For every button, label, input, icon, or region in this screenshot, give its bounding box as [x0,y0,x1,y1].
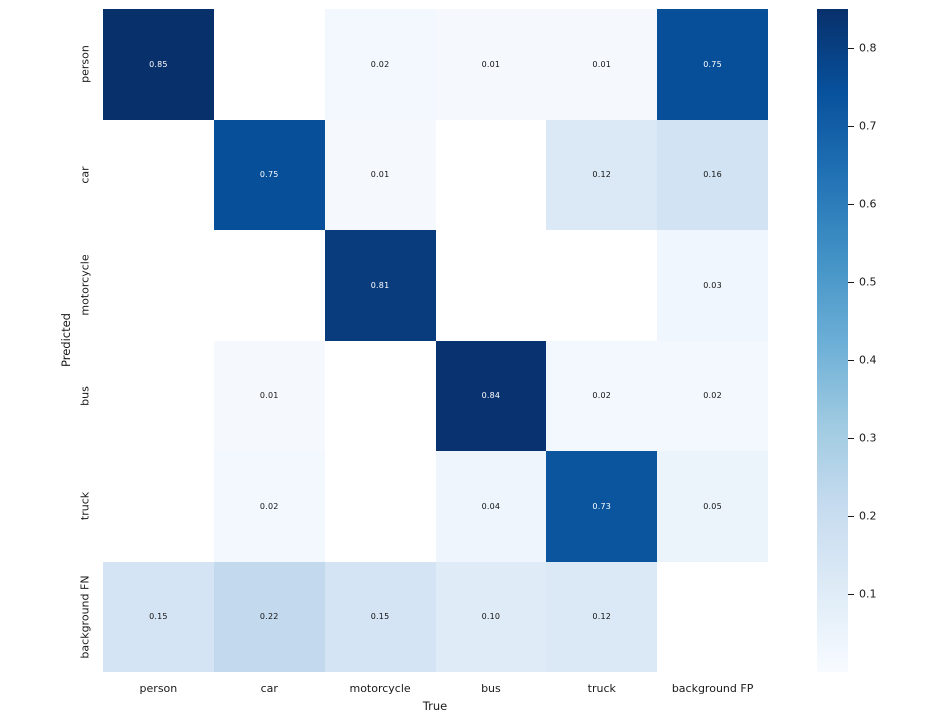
heatmap-cell: 0.22 [213,561,325,672]
cell-annotation: 0.01 [370,170,390,180]
cell-annotation: 0.15 [149,612,168,622]
colorbar-tick-label: 0.8 [859,41,877,55]
cell-annotation: 0.22 [259,612,279,622]
heatmap-cell [213,9,325,120]
heatmap-cell [103,230,214,341]
y-tick-label: background FN [78,575,92,659]
colorbar-tick-mark [848,281,854,283]
heatmap-cell: 0.01 [324,119,436,230]
cell-annotation: 0.75 [703,59,722,69]
heatmap-cell [657,561,768,672]
y-tick-label: person [78,45,92,84]
heatmap-cell: 0.03 [657,230,768,341]
cell-annotation: 0.73 [592,501,612,511]
cell-annotation: 0.02 [370,59,390,69]
heatmap-cell: 0.02 [657,340,768,451]
colorbar-tick-mark [848,593,854,595]
heatmap-cell: 0.04 [435,451,547,562]
x-tick-label: truck [587,682,616,695]
heatmap-cell: 0.01 [213,340,325,451]
colorbar-tick-label: 0.6 [859,197,877,211]
heatmap-cell [546,230,658,341]
colorbar-tick-label: 0.2 [859,509,877,523]
colorbar-tick-mark [848,359,854,361]
heatmap-cell: 0.75 [213,119,325,230]
y-tick-label: car [78,166,92,184]
x-tick-label: background FP [671,682,754,695]
cell-annotation: 0.04 [481,501,501,511]
heatmap-cell: 0.84 [435,340,547,451]
x-axis-title: True [422,699,448,713]
colorbar-tick-label: 0.4 [859,353,877,367]
heatmap-cell: 0.81 [324,230,436,341]
x-tick-label: car [260,682,278,695]
heatmap-cell [435,230,547,341]
cell-annotation: 0.01 [481,59,501,69]
cell-annotation: 0.02 [259,501,279,511]
cell-annotation: 0.75 [259,170,279,180]
colorbar-tick-mark [848,437,854,439]
colorbar-tick-label: 0.7 [859,119,877,133]
heatmap-cell: 0.02 [213,451,325,562]
heatmap-cell: 0.16 [657,119,768,230]
y-tick-label: motorcycle [78,254,92,316]
colorbar-tick-mark [848,125,854,127]
x-tick-label: person [139,682,178,695]
cell-annotation: 0.01 [592,59,612,69]
cell-annotation: 0.85 [149,59,168,69]
cell-annotation: 0.16 [703,170,722,180]
heatmap-cell [324,451,436,562]
cell-annotation: 0.12 [592,170,612,180]
heatmap-cell [103,119,214,230]
heatmap-cell [103,451,214,562]
heatmap-cell: 0.05 [657,451,768,562]
cell-annotation: 0.05 [703,501,722,511]
cell-annotation: 0.02 [703,391,722,401]
heatmap-cell: 0.02 [324,9,436,120]
heatmap-cell: 0.15 [103,561,214,672]
colorbar-tick-mark [848,47,854,49]
x-tick-label: motorcycle [349,682,411,695]
cell-annotation: 0.10 [481,612,501,622]
cell-annotation: 0.03 [703,280,722,290]
heatmap-cell: 0.01 [546,9,658,120]
y-axis-title: Predicted [59,313,73,367]
heatmap-cell: 0.73 [546,451,658,562]
heatmap-grid: 0.85 0.02 0.01 0.01 0.75 0.75 0.01 0.12 0.16 0.81… [103,9,768,672]
heatmap-cell: 0.02 [546,340,658,451]
colorbar [817,9,848,672]
heatmap-cell: 0.10 [435,561,547,672]
cell-annotation: 0.02 [592,391,612,401]
heatmap-cell [435,119,547,230]
heatmap-cell: 0.85 [103,9,214,120]
cell-annotation: 0.12 [592,612,612,622]
y-tick-label: bus [78,385,92,406]
colorbar-tick-mark [848,203,854,205]
heatmap-cell [324,340,436,451]
x-tick-label: bus [481,682,501,695]
colorbar-tick-mark [848,515,854,517]
heatmap-cell [213,230,325,341]
colorbar-tick-label: 0.5 [859,275,877,289]
heatmap-cell [103,340,214,451]
heatmap-cell: 0.12 [546,561,658,672]
heatmap-cell: 0.01 [435,9,547,120]
heatmap-cell: 0.12 [546,119,658,230]
cell-annotation: 0.01 [259,391,279,401]
cell-annotation: 0.15 [370,612,390,622]
colorbar-tick-label: 0.1 [859,587,877,601]
heatmap-cell: 0.15 [324,561,436,672]
cell-annotation: 0.81 [370,280,390,290]
cell-annotation: 0.84 [481,391,501,401]
heatmap-cell: 0.75 [657,9,768,120]
colorbar-tick-label: 0.3 [859,431,877,445]
y-tick-label: truck [78,492,92,521]
